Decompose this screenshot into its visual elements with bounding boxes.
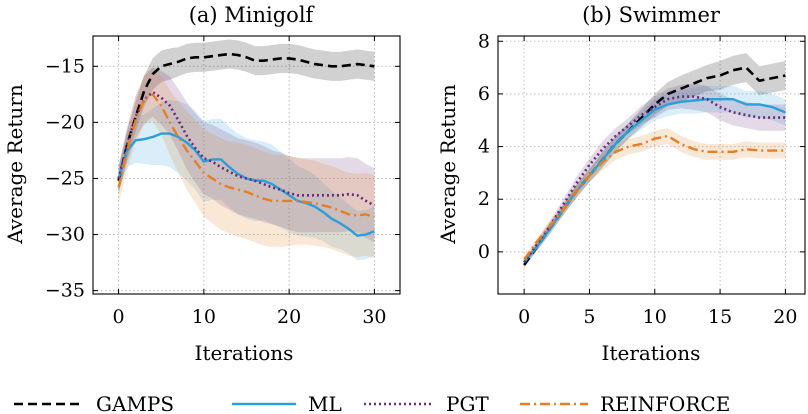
y-tick-label-minigolf: −35: [45, 280, 85, 302]
chart-title-minigolf: (a) Minigolf: [189, 3, 316, 27]
y-tick-label-swimmer: 2: [478, 188, 490, 210]
series-layer-swimmer: [523, 53, 786, 268]
x-tick-label-minigolf: 0: [113, 306, 125, 328]
y-tick-label-minigolf: −20: [45, 111, 85, 133]
plot-frame-swimmer: [497, 35, 806, 295]
chart-minigolf: (a) Minigolf Average Return Iterations 0…: [3, 3, 401, 365]
band-pgt-minigolf: [118, 67, 375, 243]
x-tick-label-swimmer: 15: [708, 306, 732, 328]
band-gamps-swimmer: [524, 53, 786, 268]
y-tick-label-swimmer: 8: [478, 30, 490, 52]
plot-frame-minigolf: [92, 35, 401, 295]
y-tick-label-swimmer: 4: [478, 136, 490, 158]
line-gamps-minigolf: [117, 52, 375, 182]
legend: GAMPS ML PGT REINFORCE: [14, 392, 730, 414]
legend-label-pgt: PGT: [446, 392, 489, 414]
x-tick-label-minigolf: 20: [277, 306, 301, 328]
chart-title-swimmer: (b) Swimmer: [582, 3, 721, 27]
y-axis-label-swimmer: Average Return: [436, 84, 460, 245]
legend-label-gamps: GAMPS: [96, 392, 174, 414]
x-axis-label-minigolf: Iterations: [195, 341, 294, 365]
line-reinforce-swimmer: [523, 134, 786, 261]
legend-label-reinforce: REINFORCE: [600, 392, 730, 414]
band-reinforce-minigolf: [118, 67, 375, 259]
x-tick-label-swimmer: 20: [773, 306, 797, 328]
x-tick-label-swimmer: 5: [583, 306, 595, 328]
chart-swimmer: (b) Swimmer Average Return Iterations 0 5…: [436, 3, 806, 365]
line-pgt-swimmer: [523, 95, 786, 264]
y-tick-label-minigolf: −30: [45, 224, 85, 246]
y-tick-label-minigolf: −25: [45, 167, 85, 189]
x-axis-label-swimmer: Iterations: [602, 341, 701, 365]
x-tick-label-minigolf: 10: [192, 306, 216, 328]
y-tick-label-minigolf: −15: [45, 55, 85, 77]
y-axis-label-minigolf: Average Return: [3, 84, 27, 245]
y-tick-label-swimmer: 6: [478, 83, 490, 105]
series-layer-minigolf: [117, 39, 376, 261]
x-tick-label-swimmer: 0: [518, 306, 530, 328]
x-tick-label-swimmer: 10: [643, 306, 667, 328]
legend-label-ml: ML: [308, 392, 342, 414]
x-tick-label-minigolf: 30: [362, 306, 386, 328]
y-tick-label-swimmer: 0: [478, 241, 490, 263]
line-pgt-minigolf: [117, 90, 376, 207]
line-reinforce-minigolf: [117, 93, 375, 218]
band-gamps-minigolf: [118, 39, 375, 195]
line-ml-swimmer: [523, 97, 786, 264]
band-reinforce-swimmer: [524, 128, 786, 263]
